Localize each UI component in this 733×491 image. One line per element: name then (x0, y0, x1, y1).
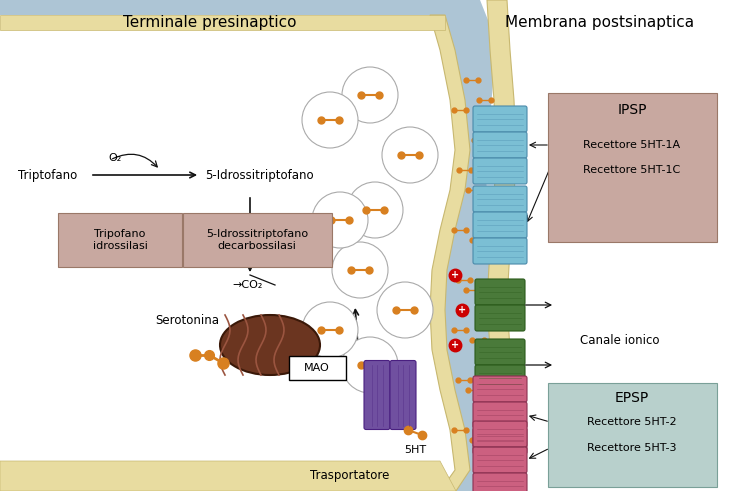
Text: Serotonina: Serotonina (155, 313, 219, 327)
Text: +: + (451, 340, 459, 350)
Text: Terminale presinaptico: Terminale presinaptico (123, 15, 297, 29)
FancyBboxPatch shape (473, 186, 527, 212)
Text: Tripofano
idrossilasi: Tripofano idrossilasi (92, 229, 147, 251)
FancyBboxPatch shape (473, 212, 527, 238)
Polygon shape (0, 15, 455, 491)
Polygon shape (430, 15, 470, 491)
FancyBboxPatch shape (475, 305, 525, 331)
Polygon shape (0, 461, 456, 491)
Text: Recettore 5HT-1A: Recettore 5HT-1A (583, 140, 680, 150)
Circle shape (347, 182, 403, 238)
Text: MAO: MAO (304, 363, 330, 373)
Text: Trasportatore: Trasportatore (310, 468, 390, 482)
FancyBboxPatch shape (390, 360, 416, 430)
Text: Recettore 5HT-3: Recettore 5HT-3 (587, 443, 677, 453)
Text: 5HT: 5HT (404, 445, 426, 455)
Circle shape (382, 127, 438, 183)
Text: 5-Idrossitriptofano: 5-Idrossitriptofano (205, 168, 314, 182)
FancyBboxPatch shape (473, 473, 527, 491)
Text: Canale ionico: Canale ionico (580, 333, 660, 347)
FancyBboxPatch shape (183, 213, 332, 267)
Text: Membrana postsinaptica: Membrana postsinaptica (506, 15, 695, 29)
FancyBboxPatch shape (473, 447, 527, 473)
Circle shape (377, 282, 433, 338)
FancyBboxPatch shape (548, 383, 717, 487)
FancyBboxPatch shape (473, 428, 527, 454)
Text: Recettore 5HT-2: Recettore 5HT-2 (587, 417, 677, 427)
FancyBboxPatch shape (473, 132, 527, 158)
Text: +: + (458, 305, 466, 315)
Circle shape (302, 302, 358, 358)
Text: IPSP: IPSP (617, 103, 647, 117)
Circle shape (332, 242, 388, 298)
Text: Triptofano: Triptofano (18, 168, 77, 182)
FancyBboxPatch shape (475, 279, 525, 305)
Circle shape (312, 192, 368, 248)
FancyBboxPatch shape (473, 106, 527, 132)
Polygon shape (0, 15, 445, 30)
Text: Recettore 5HT-1C: Recettore 5HT-1C (583, 165, 681, 175)
Polygon shape (480, 0, 733, 491)
Text: 5-Idrossitriptofano
decarbossilasi: 5-Idrossitriptofano decarbossilasi (206, 229, 308, 251)
FancyBboxPatch shape (58, 213, 182, 267)
Text: EPSP: EPSP (615, 391, 649, 405)
FancyBboxPatch shape (473, 402, 527, 428)
Polygon shape (487, 0, 516, 491)
Polygon shape (430, 15, 455, 491)
FancyBboxPatch shape (473, 238, 527, 264)
FancyBboxPatch shape (473, 421, 527, 447)
Text: +: + (451, 270, 459, 280)
Text: O₂: O₂ (108, 153, 122, 163)
FancyBboxPatch shape (289, 356, 346, 380)
FancyBboxPatch shape (473, 376, 527, 402)
FancyBboxPatch shape (473, 158, 527, 184)
Circle shape (342, 67, 398, 123)
FancyBboxPatch shape (364, 360, 390, 430)
Circle shape (342, 337, 398, 393)
FancyBboxPatch shape (475, 365, 525, 391)
Circle shape (302, 92, 358, 148)
FancyBboxPatch shape (475, 339, 525, 365)
FancyBboxPatch shape (548, 93, 717, 242)
Ellipse shape (220, 315, 320, 375)
Text: →CO₂: →CO₂ (232, 280, 262, 290)
